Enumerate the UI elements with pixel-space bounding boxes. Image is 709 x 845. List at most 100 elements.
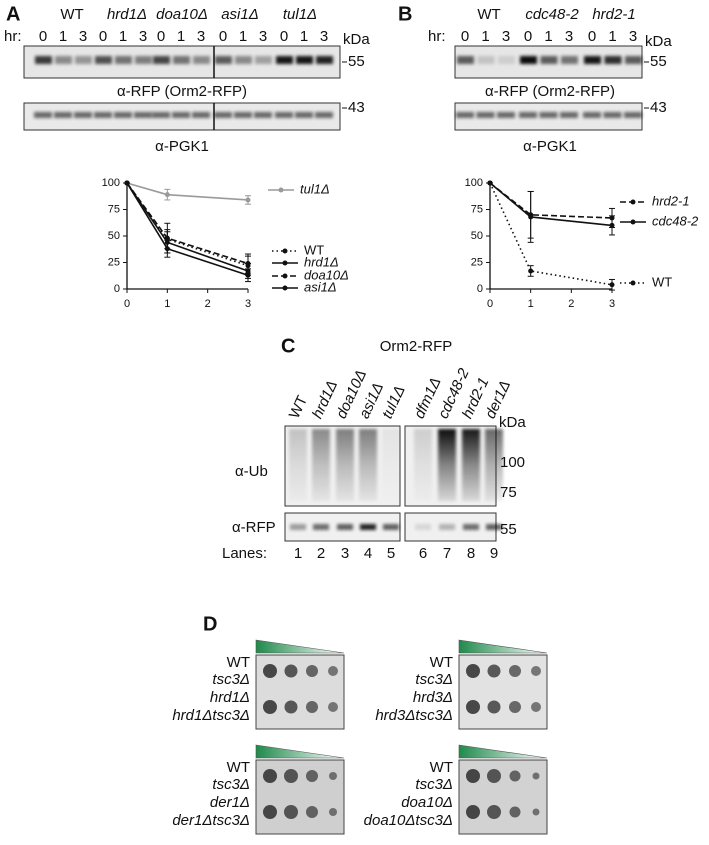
yeast-spot (509, 701, 521, 713)
lane-label: WT (286, 393, 311, 421)
band (94, 112, 112, 118)
yeast-spot (532, 808, 540, 816)
band (520, 56, 537, 64)
blot-label: α-PGK1 (155, 138, 209, 155)
legend-marker (282, 260, 288, 266)
band (519, 112, 537, 118)
band (463, 524, 479, 530)
lane-number: 9 (490, 545, 498, 562)
band (214, 112, 232, 118)
blot-label: α-Ub (235, 463, 268, 480)
strain-label: hrd2-1 (592, 6, 635, 23)
band (276, 56, 293, 64)
yeast-spot (284, 805, 298, 819)
data-point (528, 214, 534, 220)
data-point (164, 239, 170, 245)
band (540, 56, 558, 64)
panel-letter: C (281, 335, 295, 357)
strain-label: doa10Δtsc3Δ (364, 812, 453, 829)
band (457, 56, 474, 64)
band (55, 56, 72, 64)
band (383, 524, 399, 530)
lane-number: 4 (364, 545, 372, 562)
smear (438, 429, 456, 501)
x-tick-label: 1 (164, 298, 170, 310)
yeast-spot (328, 702, 338, 712)
lane-number: 8 (467, 545, 475, 562)
yeast-spot (531, 666, 541, 676)
hour-label: 1 (300, 28, 308, 45)
panel-letter: D (203, 613, 217, 635)
strain-label: tsc3Δ (212, 776, 250, 793)
series-line (126, 182, 249, 201)
yeast-spot (306, 701, 318, 713)
yeast-spot (329, 772, 337, 780)
band (583, 112, 601, 118)
band (193, 56, 210, 64)
mw-marker: 100 (500, 454, 525, 471)
legend-marker (282, 248, 288, 254)
y-tick-label: 0 (114, 283, 120, 295)
band (415, 524, 431, 530)
legend-label: tul1Δ (300, 181, 330, 196)
panel-letter: A (6, 3, 20, 25)
data-point (528, 268, 534, 274)
yeast-spot (306, 806, 318, 818)
mw-marker: 55 (348, 53, 365, 70)
data-point (487, 180, 493, 186)
hour-label: 3 (79, 28, 87, 45)
yeast-spot (306, 665, 318, 677)
band (624, 112, 642, 118)
data-point (609, 282, 615, 288)
band (192, 112, 210, 118)
band (75, 56, 92, 64)
yeast-spot (487, 700, 501, 714)
yeast-spot (532, 772, 540, 780)
series-line (489, 182, 613, 286)
hour-label: 0 (99, 28, 107, 45)
mw-marker: 43 (650, 99, 667, 116)
yeast-spot (328, 666, 338, 676)
strain-label: tul1Δ (283, 6, 317, 23)
legend-label: hrd2-1 (652, 193, 690, 208)
legend-label: WT (304, 242, 324, 257)
band (477, 56, 495, 64)
hour-label: 0 (280, 28, 288, 45)
lanes-prefix: Lanes: (222, 545, 267, 562)
band (115, 56, 132, 64)
x-tick-label: 3 (245, 298, 251, 310)
lane-number: 7 (443, 545, 451, 562)
data-point (609, 222, 615, 228)
yeast-spot (263, 805, 277, 819)
kda-label: kDa (499, 414, 526, 431)
smear (414, 429, 432, 501)
hour-label: 1 (239, 28, 247, 45)
band (625, 56, 642, 64)
yeast-spot (509, 665, 521, 677)
data-point (245, 268, 251, 274)
legend-label: hrd1Δ (304, 254, 339, 269)
y-tick-label: 50 (108, 230, 120, 242)
yeast-spot (509, 770, 521, 782)
strain-label: WT (430, 759, 453, 776)
band (560, 112, 578, 118)
strain-label: tsc3Δ (415, 776, 453, 793)
y-tick-label: 100 (465, 177, 483, 189)
band (360, 524, 376, 530)
y-tick-label: 25 (108, 256, 120, 268)
panel-letter: B (398, 3, 412, 25)
band (313, 524, 329, 530)
band (95, 56, 112, 64)
strain-label: doa10Δ (401, 794, 453, 811)
hour-label: 0 (219, 28, 227, 45)
yeast-spot (487, 664, 501, 678)
band (337, 524, 353, 530)
legend-label: doa10Δ (304, 267, 349, 282)
band (152, 112, 170, 118)
hour-label: 3 (629, 28, 637, 45)
series-line (489, 182, 613, 227)
yeast-spot (263, 664, 277, 678)
band (135, 56, 152, 64)
blot-label: α-PGK1 (523, 138, 577, 155)
